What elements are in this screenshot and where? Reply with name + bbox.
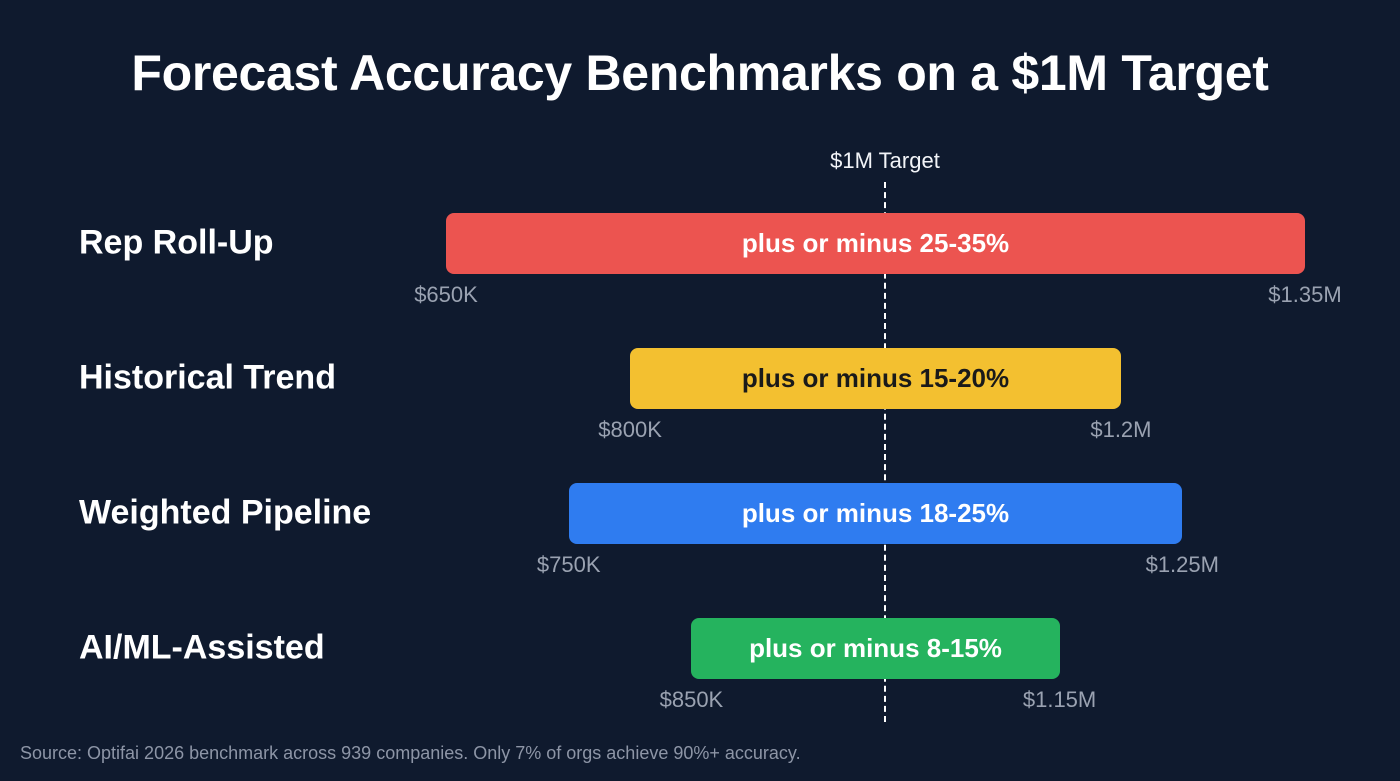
low-value-label: $750K — [536, 552, 601, 577]
target-label: $1M Target — [830, 148, 940, 173]
range-bar-weighted-pipeline: plus or minus 18-25% — [568, 483, 1183, 544]
range-bar-historical-trend: plus or minus 15-20% — [630, 348, 1121, 409]
low-value-label: $650K — [414, 282, 478, 307]
range-bar-rep-roll-up: plus or minus 25-35% — [446, 213, 1305, 274]
row-label-ai-ml-assisted: AI/ML-Assisted — [79, 628, 325, 667]
high-value-label: $1.2M — [1090, 417, 1152, 442]
target-reference-line — [884, 182, 886, 722]
high-value-label: $1.15M — [1022, 687, 1097, 712]
chart-title: Forecast Accuracy Benchmarks on a $1M Ta… — [131, 45, 1269, 101]
row-label-weighted-pipeline: Weighted Pipeline — [79, 493, 372, 532]
row-label-rep-roll-up: Rep Roll-Up — [79, 223, 274, 262]
high-value-label: $1.35M — [1268, 282, 1342, 307]
row-label-historical-trend: Historical Trend — [79, 358, 336, 397]
low-value-label: $800K — [598, 417, 662, 442]
low-value-label: $850K — [659, 687, 724, 712]
source-note: Source: Optifai 2026 benchmark across 93… — [20, 743, 801, 763]
range-bar-ai-ml-assisted: plus or minus 8-15% — [691, 618, 1060, 679]
high-value-label: $1.25M — [1145, 552, 1219, 577]
